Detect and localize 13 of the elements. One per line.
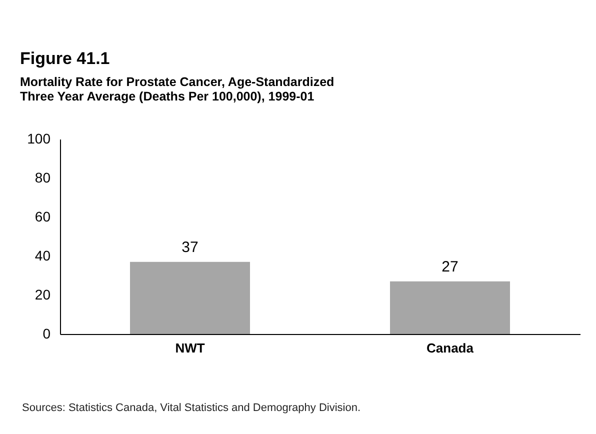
y-tick-label: 80 <box>34 170 51 186</box>
data-label: 37 <box>182 238 198 256</box>
y-tick-label: 20 <box>34 286 51 302</box>
data-label: 27 <box>442 258 458 276</box>
chart-title: Figure 41.1 <box>20 49 110 68</box>
source-note: Sources: Statistics Canada, Vital Statistics and Demography Division. <box>22 402 361 414</box>
x-tick-label: NWT <box>175 340 205 356</box>
y-tick-label: 60 <box>34 208 51 224</box>
y-tick-label: 40 <box>34 248 51 264</box>
chart-subtitle: Mortality Rate for Prostate Cancer, Age-Standardized Three Year Average (Deaths Per 100,000), 1999-01 <box>20 75 334 104</box>
y-tick-label: 100 <box>27 130 51 146</box>
y-tick-label: 0 <box>42 326 51 342</box>
x-tick-label: Canada <box>426 340 474 356</box>
